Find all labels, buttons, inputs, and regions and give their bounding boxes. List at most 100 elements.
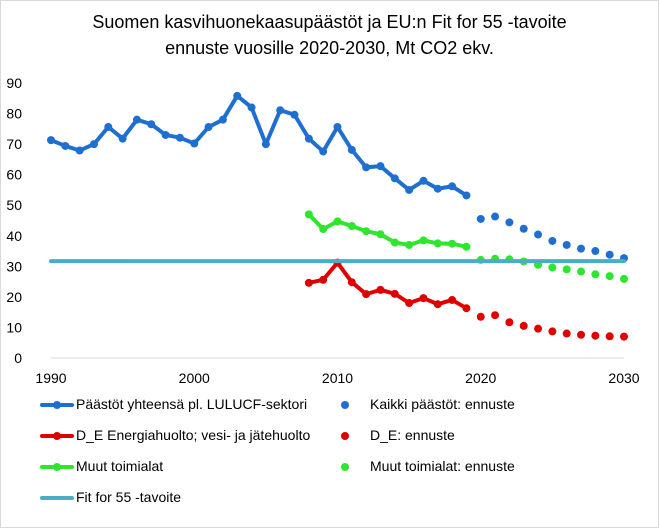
forecast-point — [519, 224, 528, 233]
x-tick-label: 1990 — [35, 370, 66, 386]
forecast-point — [562, 329, 571, 338]
forecast-point — [577, 244, 586, 253]
data-point — [405, 299, 414, 307]
chart-title-line-2: ennuste vuosille 2020-2030, Mt CO2 ekv. — [165, 38, 494, 58]
forecast-point — [534, 324, 543, 333]
legend-marker — [341, 463, 349, 471]
data-point — [462, 304, 471, 313]
y-tick-label: 70 — [6, 136, 22, 152]
data-point — [261, 140, 270, 149]
data-point — [448, 239, 457, 248]
data-point — [276, 106, 285, 115]
data-point — [247, 103, 256, 112]
data-point — [147, 120, 156, 129]
series-0-line — [49, 93, 469, 198]
y-tick-label: 0 — [14, 350, 22, 366]
data-point — [362, 163, 371, 172]
data-point — [47, 136, 55, 145]
data-point — [419, 176, 428, 185]
forecast-point — [519, 321, 528, 330]
forecast-point — [505, 318, 514, 327]
data-point — [319, 147, 328, 156]
data-point — [390, 238, 399, 247]
data-point — [61, 141, 70, 150]
forecast-point — [577, 330, 586, 339]
forecast-point — [591, 270, 600, 279]
data-point — [333, 123, 342, 131]
data-point — [290, 110, 299, 119]
legend-label: Muut toimialat — [76, 458, 164, 474]
data-point — [175, 133, 184, 142]
data-point — [161, 130, 170, 139]
data-point — [448, 295, 457, 304]
data-point — [319, 225, 328, 234]
data-point — [233, 91, 242, 100]
legend-label: Päästöt yhteensä pl. LULUCF-sektori — [76, 396, 308, 412]
data-point — [204, 123, 213, 131]
data-point — [405, 240, 414, 249]
legend-marker-dot — [53, 432, 61, 440]
data-point — [218, 115, 227, 124]
legend-marker-dot — [53, 463, 61, 471]
forecast-point — [577, 267, 586, 276]
x-tick-label: 2020 — [465, 370, 496, 386]
forecast-point — [605, 272, 614, 281]
forecast-point — [562, 265, 571, 274]
forecast-point — [591, 247, 600, 256]
data-point — [304, 278, 313, 287]
forecast-point — [620, 274, 628, 283]
data-point — [419, 294, 428, 303]
legend-marker — [341, 401, 349, 409]
legend-marker — [40, 463, 74, 471]
data-point — [347, 278, 356, 287]
forecast-point — [534, 230, 543, 239]
legend-label: D_E: ennuste — [370, 427, 455, 443]
forecast-point — [491, 311, 500, 320]
data-point — [190, 139, 199, 148]
data-point — [376, 285, 385, 294]
series-4-line — [306, 212, 469, 249]
data-point — [419, 236, 428, 245]
y-tick-label: 50 — [6, 197, 22, 213]
data-point — [75, 146, 84, 155]
data-point — [448, 182, 457, 191]
forecast-point — [548, 236, 557, 245]
legend-label: D_E Energiahuolto; vesi- ja jätehuolto — [76, 427, 311, 443]
y-tick-label: 10 — [6, 319, 22, 335]
legend-marker — [40, 401, 74, 409]
forecast-point — [505, 218, 514, 227]
data-point — [462, 191, 471, 200]
x-tick-label: 2000 — [179, 370, 210, 386]
forecast-point — [562, 240, 571, 249]
data-point — [390, 289, 399, 298]
y-tick-label: 40 — [6, 228, 22, 244]
forecast-point — [591, 331, 600, 340]
data-point — [376, 162, 385, 171]
legend-marker-dot — [53, 401, 61, 409]
data-point — [433, 300, 442, 309]
forecast-point — [548, 327, 557, 336]
data-point — [405, 185, 414, 194]
series-2-line — [306, 260, 469, 311]
forecast-point — [548, 263, 557, 272]
forecast-point — [605, 250, 614, 259]
y-tick-label: 60 — [6, 167, 22, 183]
data-point — [304, 210, 313, 219]
forecast-point — [620, 332, 628, 341]
data-point — [319, 275, 328, 284]
forecast-point — [476, 214, 485, 223]
y-tick-label: 90 — [6, 75, 22, 91]
legend-marker — [341, 432, 349, 440]
data-point — [347, 145, 356, 154]
data-point — [433, 239, 442, 248]
y-tick-label: 20 — [6, 289, 22, 305]
data-point — [333, 217, 342, 226]
forecast-point — [605, 332, 614, 341]
forecast-point — [491, 212, 500, 221]
legend-label: Muut toimialat: ennuste — [370, 458, 515, 474]
x-tick-label: 2030 — [608, 370, 639, 386]
data-point — [390, 174, 399, 183]
chart-title-line-1: Suomen kasvihuonekaasupäästöt ja EU:n Fi… — [92, 12, 567, 32]
